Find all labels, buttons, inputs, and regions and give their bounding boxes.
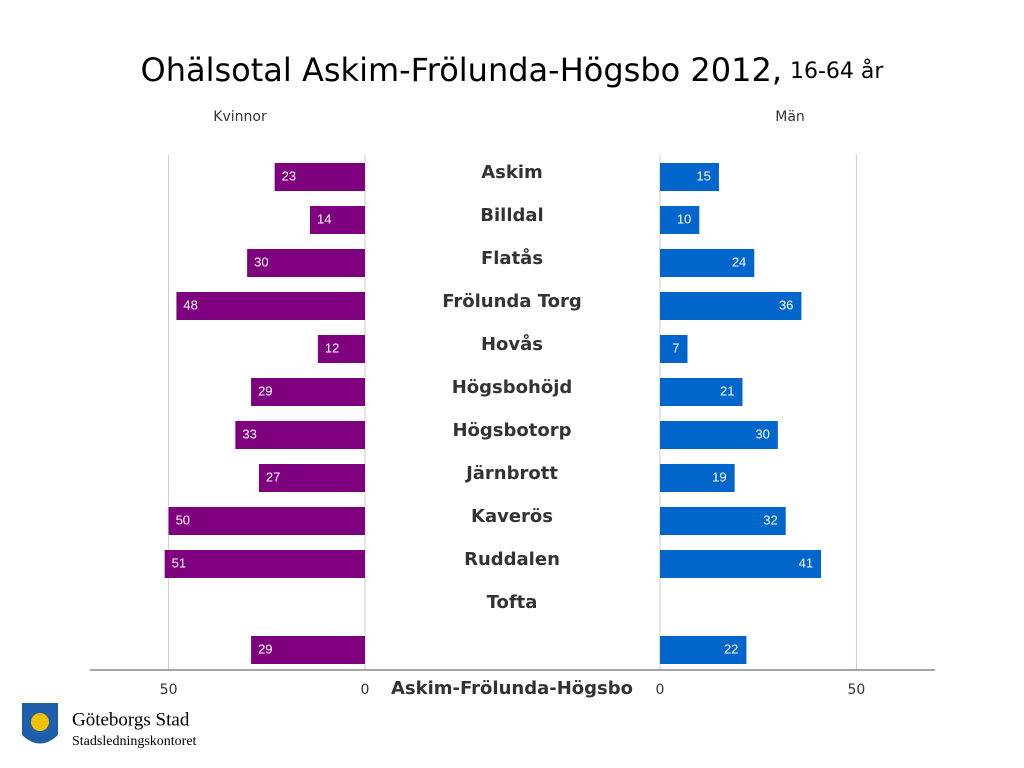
bar <box>235 421 365 449</box>
bar <box>274 163 365 191</box>
x-tick-label: 0 <box>361 682 370 698</box>
logo-name: Göteborgs Stad <box>72 709 190 730</box>
value-label: 29 <box>258 383 272 398</box>
value-label: 30 <box>254 254 268 269</box>
category-label: Järnbrott <box>464 463 558 484</box>
bar <box>168 507 365 535</box>
value-label: 22 <box>724 641 738 656</box>
series-label: Kvinnor <box>213 109 267 125</box>
category-label: Hovås <box>481 333 543 355</box>
bar <box>660 206 700 234</box>
category-label: Ruddalen <box>464 549 560 570</box>
value-label: 30 <box>755 426 769 441</box>
category-label: Flatås <box>481 247 543 269</box>
category-label: Billdal <box>480 205 543 226</box>
value-label: 12 <box>325 340 339 355</box>
value-label: 24 <box>732 254 746 269</box>
bar <box>660 636 747 664</box>
bar <box>176 292 365 320</box>
value-label: 32 <box>763 512 777 527</box>
value-label: 14 <box>317 211 331 226</box>
value-label: 48 <box>183 297 197 312</box>
value-label: 21 <box>720 383 734 398</box>
logo-unit: Stadsledningskontoret <box>72 734 197 749</box>
x-tick-label: 0 <box>656 682 665 698</box>
category-label: Askim-Frölunda-Högsbo <box>391 678 633 699</box>
value-label: 29 <box>258 641 272 656</box>
category-label: Askim <box>481 162 543 183</box>
bar <box>258 464 365 492</box>
bar <box>660 421 778 449</box>
bar <box>660 378 743 406</box>
value-label: 15 <box>696 168 710 183</box>
value-label: 50 <box>176 512 190 527</box>
logo: Göteborgs Stad Stadsledningskontoret <box>22 703 197 749</box>
value-label: 23 <box>282 168 296 183</box>
value-label: 7 <box>672 340 679 355</box>
bar <box>660 163 719 191</box>
bar <box>660 292 802 320</box>
bar <box>251 378 365 406</box>
category-label: Kaverös <box>471 506 553 527</box>
category-label: Högsbohöjd <box>452 377 573 398</box>
bar <box>660 507 786 535</box>
value-label: 41 <box>799 555 813 570</box>
bar <box>310 206 365 234</box>
logo-lion <box>31 713 49 731</box>
bar <box>317 335 365 363</box>
bar <box>660 335 688 363</box>
value-label: 51 <box>172 555 186 570</box>
bar <box>164 550 365 578</box>
bar <box>660 464 735 492</box>
value-label: 10 <box>677 211 691 226</box>
value-label: 36 <box>779 297 793 312</box>
chart-subtitle: 16-64 år <box>790 58 884 84</box>
value-label: 27 <box>266 469 280 484</box>
value-label: 33 <box>242 426 256 441</box>
chart-title: Ohälsotal Askim-Frölunda-Högsbo 2012, <box>141 51 782 89</box>
x-tick-label: 50 <box>848 682 866 698</box>
chart-title-group: Ohälsotal Askim-Frölunda-Högsbo 2012, 16-… <box>141 51 885 89</box>
value-label: 19 <box>712 469 726 484</box>
bar <box>247 249 365 277</box>
category-label: Högsbotorp <box>452 420 571 441</box>
category-label: Tofta <box>487 592 538 613</box>
bar <box>660 550 822 578</box>
category-label: Frölunda Torg <box>442 291 582 312</box>
x-tick-label: 50 <box>160 682 178 698</box>
bar <box>251 636 365 664</box>
series-label: Män <box>775 109 805 125</box>
bar <box>660 249 755 277</box>
